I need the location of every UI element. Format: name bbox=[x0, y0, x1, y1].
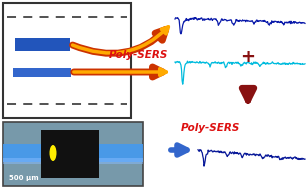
Text: +: + bbox=[241, 48, 256, 66]
FancyBboxPatch shape bbox=[15, 38, 70, 51]
FancyBboxPatch shape bbox=[13, 68, 71, 77]
Text: 500 μm: 500 μm bbox=[9, 175, 38, 181]
Text: Poly-SERS: Poly-SERS bbox=[108, 50, 168, 60]
FancyBboxPatch shape bbox=[41, 130, 99, 178]
FancyBboxPatch shape bbox=[3, 3, 131, 118]
FancyBboxPatch shape bbox=[3, 144, 143, 162]
FancyBboxPatch shape bbox=[3, 122, 143, 186]
FancyBboxPatch shape bbox=[3, 158, 143, 164]
Ellipse shape bbox=[50, 145, 56, 161]
Text: Poly-SERS: Poly-SERS bbox=[180, 123, 240, 133]
